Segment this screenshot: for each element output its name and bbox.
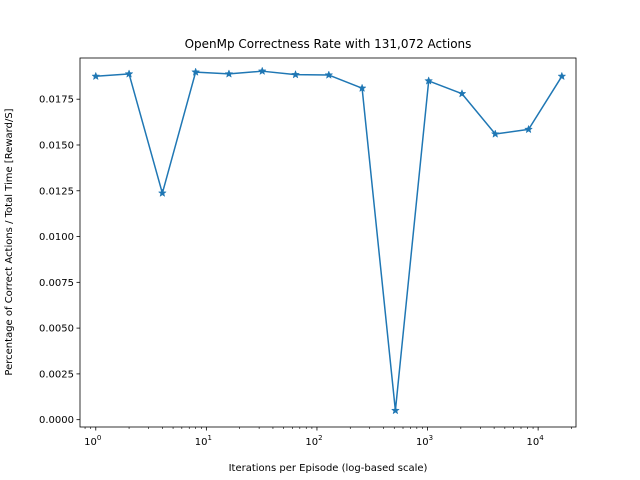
x-tick-label: 102	[305, 434, 322, 448]
data-point-marker	[191, 67, 201, 76]
y-tick-label: 0.0125	[39, 186, 74, 197]
data-point-marker	[91, 71, 101, 81]
data-point-marker	[224, 69, 234, 78]
plot-frame	[79, 57, 577, 428]
y-tick-label: 0.0150	[39, 140, 74, 151]
y-tick-label: 0.0100	[39, 232, 74, 243]
data-point-marker	[424, 76, 434, 85]
x-tick-exponent: 3	[429, 434, 433, 442]
x-tick-base: 10	[195, 437, 208, 448]
y-axis: 0.0000 0.0025 0.0050 0.0075 0.0100 0.0125 0.01…	[39, 95, 80, 426]
x-tick-label: 103	[416, 434, 433, 448]
data-point-marker	[124, 69, 134, 78]
x-tick-label: 100	[84, 434, 101, 448]
y-axis-label: Percentage of Correct Actions / Total Ti…	[4, 108, 15, 375]
x-tick-base: 10	[84, 437, 97, 448]
data-point-marker	[324, 70, 334, 79]
y-tick-label: 0.0050	[39, 324, 74, 335]
y-tick-label: 0.0075	[39, 278, 74, 289]
data-point-marker	[157, 188, 167, 197]
chart-title: OpenMp Correctness Rate with 131,072 Act…	[185, 37, 472, 51]
x-axis-label: Iterations per Episode (log-based scale)	[229, 463, 428, 474]
data-point-marker	[490, 129, 500, 138]
x-tick-base: 10	[527, 437, 540, 448]
y-tick-label: 0.0000	[39, 415, 74, 426]
x-axis: 100 101 102 103 104	[84, 427, 572, 448]
x-tick-base: 10	[416, 437, 429, 448]
data-point-marker	[557, 71, 567, 81]
data-point-marker	[291, 69, 300, 79]
data-point-marker	[357, 83, 367, 93]
y-tick-label: 0.0025	[39, 369, 74, 380]
x-tick-exponent: 2	[318, 434, 322, 442]
x-tick-exponent: 0	[97, 434, 101, 442]
x-tick-base: 10	[305, 437, 318, 448]
y-tick-label: 0.0175	[39, 95, 74, 106]
x-tick-exponent: 4	[539, 434, 544, 442]
data-point-marker	[390, 405, 400, 415]
x-tick-label: 101	[195, 434, 212, 448]
data-point-marker	[457, 89, 467, 98]
plot-area	[79, 57, 577, 428]
series-line	[95, 70, 563, 412]
data-point-marker	[257, 66, 267, 75]
x-tick-exponent: 1	[207, 434, 211, 442]
x-tick-label: 104	[527, 434, 545, 448]
data-point-marker	[524, 124, 534, 134]
